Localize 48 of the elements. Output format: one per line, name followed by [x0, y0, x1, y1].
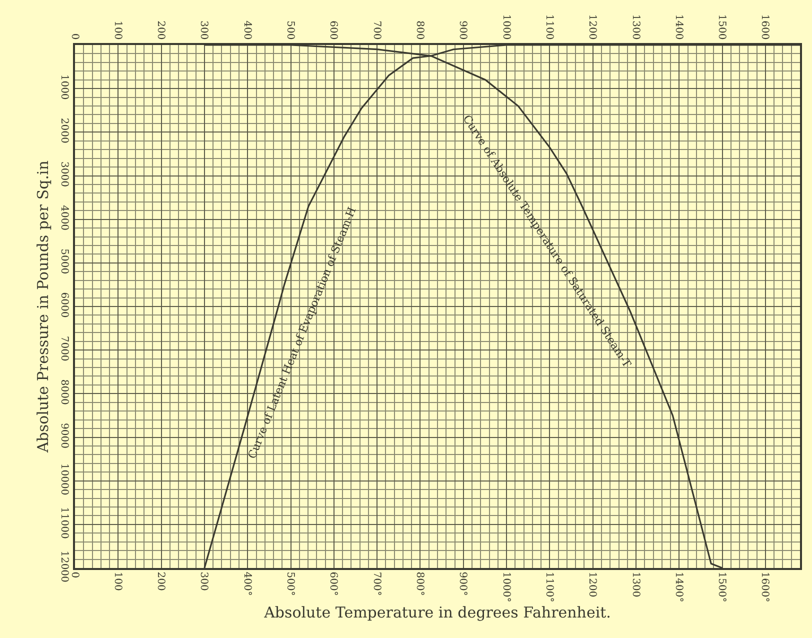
x-tick-label: 0 — [68, 572, 80, 578]
x-tick-label: 1600° — [759, 572, 770, 602]
x2-tick-label: 600 — [328, 20, 339, 40]
x-tick-label: 900° — [457, 572, 468, 596]
x-tick-label: 1100° — [543, 572, 554, 602]
y-tick-label: 2000 — [58, 118, 70, 144]
x-axis-title: Absolute Temperature in degrees Fahrenheit. — [263, 604, 611, 622]
x-tick-label: 1500° — [716, 572, 728, 602]
y-tick-label: 1000 — [58, 74, 70, 100]
y-axis-title: Absolute Pressure in Pounds per Sq.in — [34, 160, 52, 454]
y-tick-label: 3000 — [58, 162, 70, 187]
x2-tick-label: 1300 — [630, 14, 641, 40]
x2-tick-label: 900 — [457, 20, 468, 40]
x2-tick-label: 1100 — [543, 14, 554, 40]
x-tick-label: 700° — [370, 572, 382, 596]
x-tick-label: 1000° — [500, 572, 512, 602]
x2-tick-label: 1200 — [586, 14, 598, 40]
y-tick-label: 9000 — [58, 423, 70, 448]
x-tick-label: 400° — [241, 572, 252, 596]
x-tick-label: 1300 — [630, 572, 641, 598]
y-tick-label: 11000 — [58, 507, 70, 539]
y-tick-label: 4000 — [58, 205, 70, 231]
y-tick-label: 7000 — [58, 336, 70, 362]
y-tick-label: 5000 — [58, 248, 70, 274]
x-tick-label: 600° — [328, 572, 339, 596]
x2-tick-label: 100 — [112, 20, 123, 40]
x2-tick-label: 800 — [414, 20, 425, 40]
x-tick-label: 500° — [284, 572, 296, 596]
x2-tick-label: 0 — [68, 33, 80, 40]
x2-tick-label: 500 — [284, 20, 296, 40]
y-tick-label: 12000 — [58, 550, 70, 582]
x-tick-label: 200 — [155, 572, 166, 591]
x2-tick-label: 700 — [370, 20, 382, 40]
x2-tick-label: 400 — [241, 20, 252, 40]
x-tick-label: 800° — [414, 572, 425, 596]
y-tick-label: 10000 — [58, 463, 70, 496]
x2-tick-label: 1000 — [500, 14, 512, 40]
x2-tick-label: 200 — [155, 20, 166, 40]
x-tick-label: 1400° — [672, 572, 684, 602]
x-tick-label: 300 — [198, 572, 210, 591]
x2-tick-label: 1600 — [759, 14, 770, 40]
x2-tick-label: 1500 — [716, 14, 728, 40]
y-tick-label: 8000 — [58, 379, 70, 405]
x2-tick-label: 1400 — [672, 14, 684, 40]
y-tick-label: 6000 — [58, 292, 70, 318]
x-tick-label: 1200 — [586, 572, 598, 598]
x2-tick-label: 300 — [198, 20, 210, 40]
x-tick-label: 100 — [112, 572, 123, 591]
